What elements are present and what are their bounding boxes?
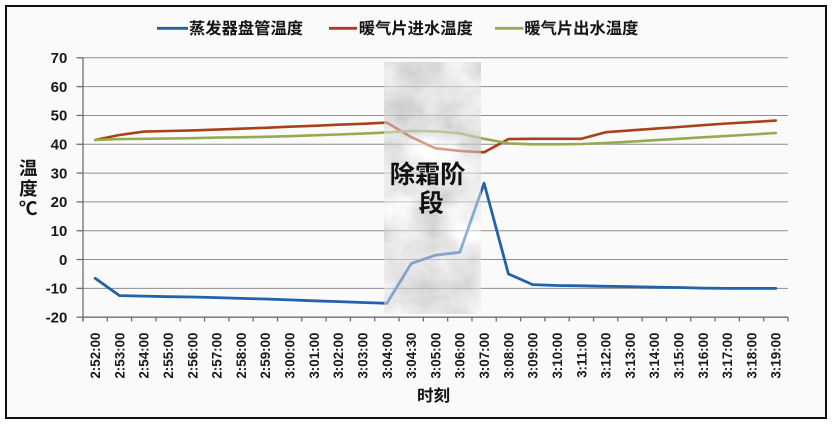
svg-text:3:03:00: 3:03:00 [356,333,371,379]
svg-text:3:09:00: 3:09:00 [526,333,541,379]
svg-text:3:15:00: 3:15:00 [672,333,687,379]
svg-text:3:13:00: 3:13:00 [623,333,638,379]
svg-text:70: 70 [51,50,68,67]
svg-text:3:07:00: 3:07:00 [477,333,492,379]
svg-text:3:10:00: 3:10:00 [550,333,565,379]
svg-text:2:59:00: 2:59:00 [258,333,273,379]
svg-text:3:06:00: 3:06:00 [453,333,468,379]
svg-text:3:17:00: 3:17:00 [720,333,735,379]
svg-text:2:52:00: 2:52:00 [88,333,103,379]
svg-text:30: 30 [51,165,68,182]
svg-text:3:08:00: 3:08:00 [501,333,516,379]
svg-text:2:54:00: 2:54:00 [137,333,152,379]
svg-text:3:04:30: 3:04:30 [404,333,419,379]
svg-text:2:58:00: 2:58:00 [234,333,249,379]
svg-text:3:16:00: 3:16:00 [696,333,711,379]
svg-text:3:19:00: 3:19:00 [769,333,784,379]
svg-text:40: 40 [51,137,68,154]
svg-text:3:00:00: 3:00:00 [283,333,298,379]
svg-text:3:14:00: 3:14:00 [647,333,662,379]
svg-text:3:05:00: 3:05:00 [428,333,443,379]
svg-text:-10: -10 [46,281,68,298]
svg-text:3:18:00: 3:18:00 [744,333,759,379]
svg-text:3:02:00: 3:02:00 [331,333,346,379]
svg-text:3:12:00: 3:12:00 [599,333,614,379]
svg-text:-20: -20 [46,310,68,327]
svg-text:60: 60 [51,79,68,96]
svg-text:2:57:00: 2:57:00 [210,333,225,379]
svg-text:50: 50 [51,108,68,125]
svg-text:0: 0 [59,252,67,269]
svg-text:3:01:00: 3:01:00 [307,333,322,379]
svg-text:2:55:00: 2:55:00 [161,333,176,379]
svg-text:3:04:00: 3:04:00 [380,333,395,379]
svg-text:3:11:00: 3:11:00 [574,333,589,378]
svg-text:20: 20 [51,194,68,211]
svg-text:2:56:00: 2:56:00 [185,333,200,379]
svg-text:2:53:00: 2:53:00 [112,333,127,379]
svg-text:10: 10 [51,223,68,240]
